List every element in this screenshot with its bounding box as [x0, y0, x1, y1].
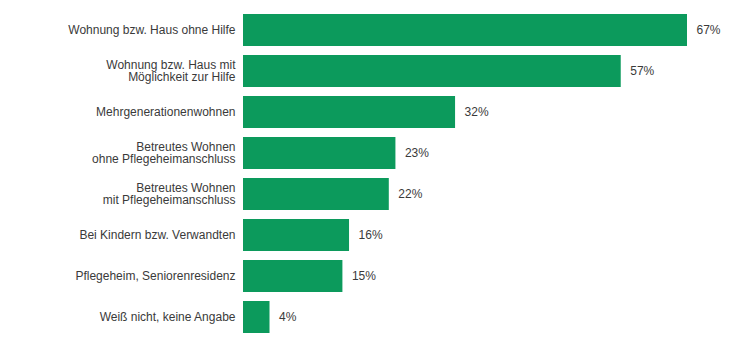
svg-text:22%: 22% [398, 187, 422, 201]
svg-text:Wohnung bzw. Haus mitMöglichke: Wohnung bzw. Haus mitMöglichkeit zur Hil… [106, 58, 236, 84]
svg-text:Betreutes Wohnenmit Pflegeheim: Betreutes Wohnenmit Pflegeheimanschluss [103, 181, 236, 207]
svg-text:15%: 15% [352, 269, 376, 283]
svg-text:32%: 32% [465, 105, 489, 119]
svg-text:67%: 67% [697, 23, 721, 37]
svg-text:23%: 23% [405, 146, 429, 160]
svg-text:Wohnung bzw. Haus ohne Hilfe: Wohnung bzw. Haus ohne Hilfe [68, 23, 236, 37]
svg-text:Weiß nicht, keine Angabe: Weiß nicht, keine Angabe [100, 310, 236, 324]
svg-text:Bei Kindern bzw. Verwandten: Bei Kindern bzw. Verwandten [79, 228, 235, 242]
svg-text:57%: 57% [630, 64, 654, 78]
svg-text:4%: 4% [279, 310, 297, 324]
svg-text:16%: 16% [359, 228, 383, 242]
svg-text:Mehrgenerationenwohnen: Mehrgenerationenwohnen [96, 105, 235, 119]
svg-text:Betreutes Wohnenohne Pflegehei: Betreutes Wohnenohne Pflegeheimanschluss [92, 140, 235, 166]
svg-text:Pflegeheim, Seniorenresidenz: Pflegeheim, Seniorenresidenz [75, 269, 235, 283]
